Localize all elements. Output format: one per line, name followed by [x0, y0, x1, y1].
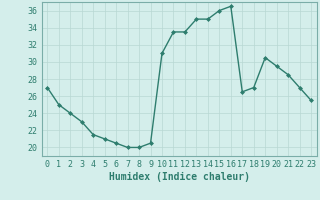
X-axis label: Humidex (Indice chaleur): Humidex (Indice chaleur)	[109, 172, 250, 182]
